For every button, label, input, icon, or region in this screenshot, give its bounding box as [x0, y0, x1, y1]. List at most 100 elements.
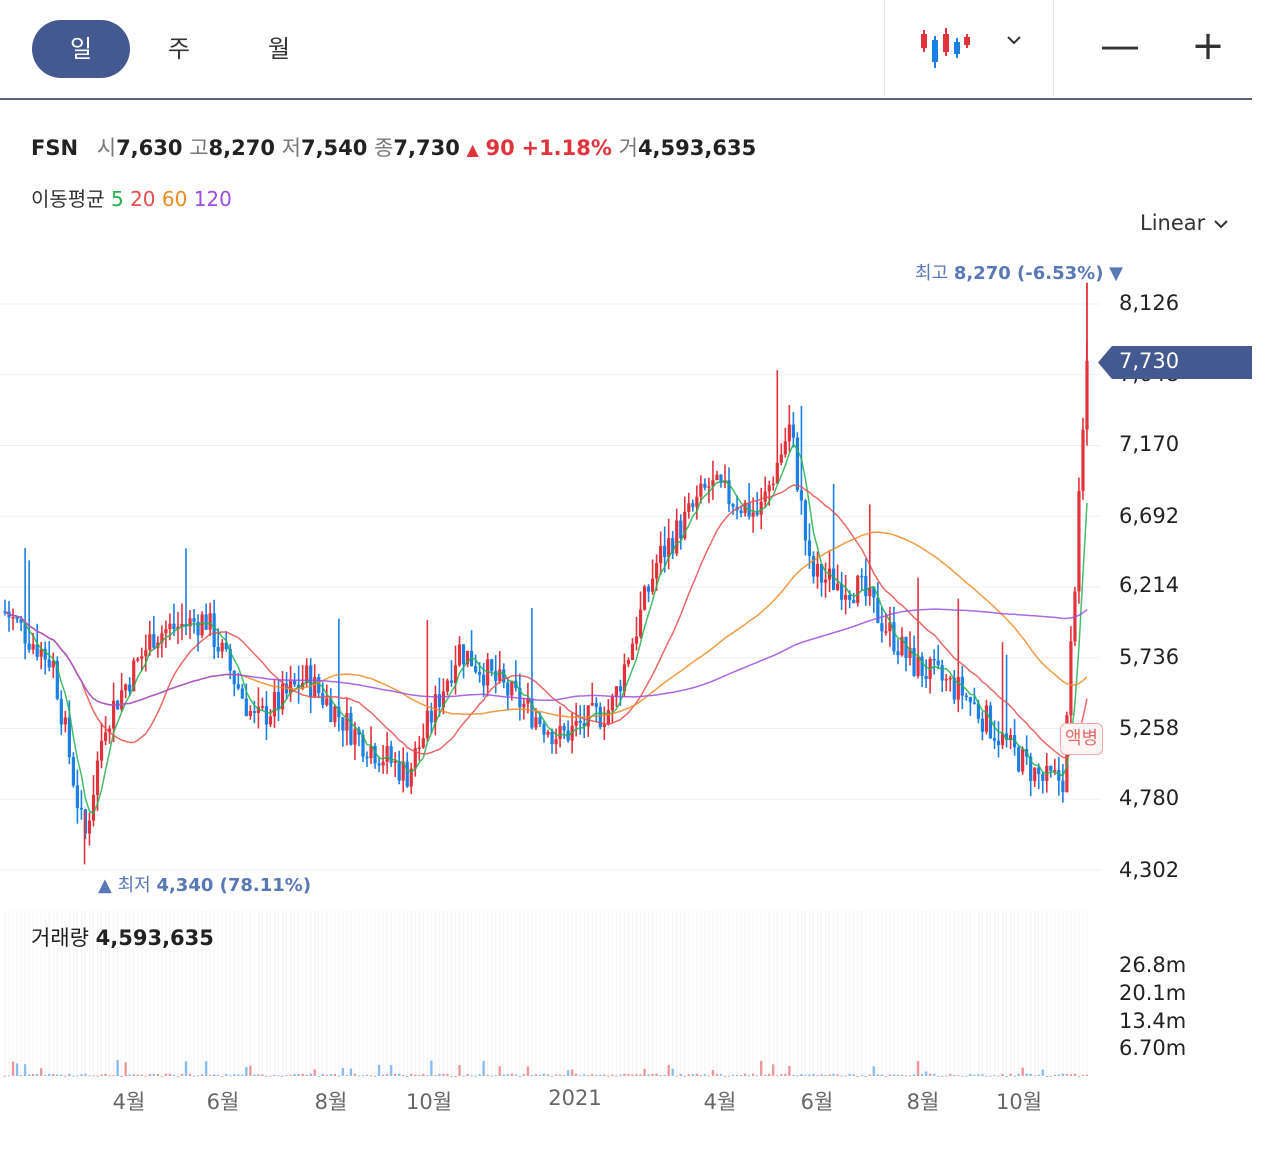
candle-body: [445, 680, 450, 692]
volume-grid: [326, 910, 328, 1076]
volume-bar: [128, 1074, 131, 1076]
volume-grid: [993, 910, 995, 1076]
volume-bar: [695, 1073, 699, 1076]
candle-body: [184, 623, 188, 627]
volume-grid: [237, 910, 239, 1076]
candle-body: [663, 545, 667, 557]
chart-type-dropdown-chevron-icon[interactable]: [1004, 30, 1024, 56]
volume-grid: [764, 910, 766, 1076]
candle-body: [345, 713, 349, 731]
volume-bar: [164, 1073, 168, 1076]
candle-body: [39, 648, 43, 657]
volume-grid: [265, 910, 267, 1076]
volume-bar: [776, 1075, 779, 1077]
volume-bar: [973, 1074, 976, 1076]
candlestick-icon[interactable]: [915, 26, 971, 70]
candle-body: [71, 757, 75, 786]
event-marker[interactable]: 액병: [1060, 723, 1104, 755]
volume-bar: [23, 1064, 27, 1076]
volume-bar: [659, 1075, 662, 1077]
volume-bar: [422, 1073, 425, 1076]
volume-bar: [297, 1074, 300, 1076]
volume-grid: [732, 910, 734, 1076]
candle-body: [638, 609, 643, 637]
candle-body: [739, 510, 743, 514]
volume-grid: [857, 910, 859, 1076]
zoom-out-button[interactable]: —: [1100, 23, 1140, 69]
volume-grid: [475, 910, 477, 1076]
volume-grid: [101, 910, 103, 1076]
candle-body: [968, 696, 972, 703]
candle-body: [248, 710, 252, 716]
candle-body: [787, 424, 791, 442]
candle-body: [385, 746, 389, 762]
volume-bar: [864, 1075, 867, 1077]
candle-body: [313, 677, 317, 698]
period-tab-day[interactable]: 일: [32, 20, 130, 78]
price-chart[interactable]: [0, 260, 1100, 880]
candle-body: [783, 441, 787, 455]
change-up-arrow-icon: ▲: [466, 140, 479, 159]
candle-body: [598, 706, 602, 728]
period-tab-week[interactable]: 주: [167, 35, 191, 63]
volume-grid: [374, 910, 376, 1076]
candle-body: [522, 703, 526, 708]
volume-bar: [570, 1069, 574, 1076]
ma-legend-label: 이동평균: [31, 187, 105, 211]
candle-body: [1081, 429, 1085, 492]
volume-bar: [104, 1074, 107, 1076]
volume-grid: [1034, 910, 1036, 1076]
volume-grid: [865, 910, 867, 1076]
volume-bar: [313, 1069, 316, 1076]
volume-grid: [145, 910, 147, 1076]
volume-bar: [631, 1074, 634, 1076]
volume-grid: [157, 910, 159, 1076]
volume-grid: [48, 910, 50, 1076]
candle-body: [880, 623, 884, 632]
candle-body: [393, 761, 397, 763]
volume-grid: [366, 910, 368, 1076]
low-value: 7,540: [300, 136, 368, 160]
scale-mode-dropdown[interactable]: Linear: [1140, 211, 1230, 235]
candle-body: [646, 586, 651, 592]
candle-body: [498, 669, 502, 681]
zoom-in-button[interactable]: +: [1191, 23, 1225, 69]
volume-grid: [756, 910, 758, 1076]
candle-body: [128, 684, 132, 692]
volume-bar: [349, 1068, 353, 1076]
volume-bar: [868, 1074, 871, 1076]
ma-120-label: 120: [193, 187, 232, 211]
toolbar-divider: [1053, 0, 1054, 96]
volume-bar: [1013, 1075, 1016, 1077]
candle-body: [136, 658, 140, 661]
volume-grid: [1078, 910, 1080, 1076]
volume-grid: [282, 910, 284, 1076]
volume-chart[interactable]: [0, 910, 1092, 1078]
volume-bar: [687, 1074, 690, 1076]
candle-body: [465, 650, 470, 665]
volume-bar: [293, 1074, 296, 1076]
candle-body: [542, 724, 546, 735]
volume-bar: [957, 1075, 960, 1077]
period-tab-month[interactable]: 월: [267, 35, 291, 63]
volume-grid: [68, 910, 70, 1076]
volume-bar: [494, 1075, 497, 1077]
volume-grid: [921, 910, 923, 1076]
volume-bar: [337, 1075, 341, 1077]
volume-bar: [3, 1075, 7, 1077]
candle-body: [606, 710, 610, 724]
volume-grid: [672, 910, 674, 1076]
volume-grid: [1082, 910, 1084, 1076]
candle-body: [112, 700, 116, 729]
volume-grid: [499, 910, 501, 1076]
candle-body: [848, 594, 852, 600]
candle-body: [192, 618, 196, 622]
volume-grid: [969, 910, 971, 1076]
volume-grid: [611, 910, 613, 1076]
volume-grid: [378, 910, 380, 1076]
volume-bar: [908, 1075, 912, 1077]
candle-body: [264, 706, 269, 725]
volume-grid: [905, 910, 907, 1076]
candle-body: [996, 740, 1001, 746]
volume-grid: [575, 910, 577, 1076]
